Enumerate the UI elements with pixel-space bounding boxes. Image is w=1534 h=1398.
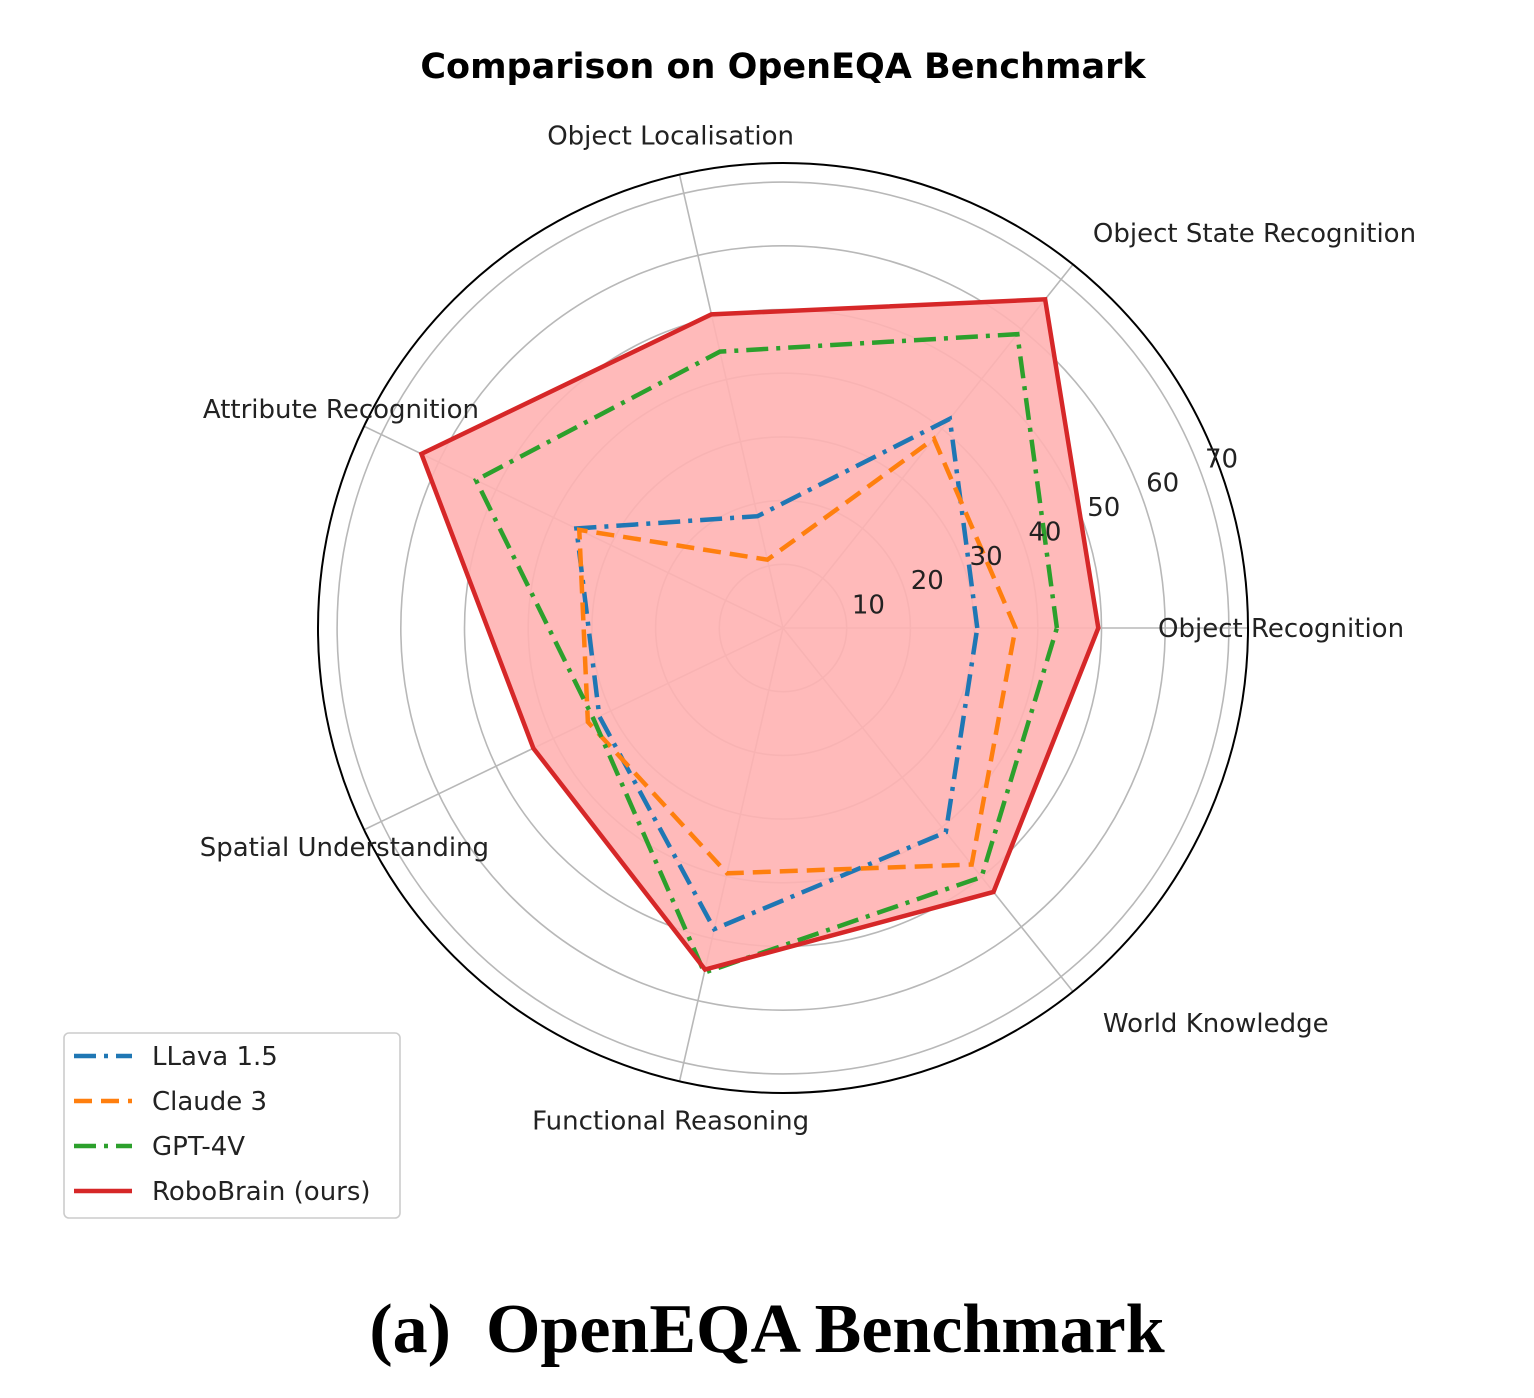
legend-label: Claude 3: [152, 1087, 267, 1117]
figure-caption: (a) OpenEQA Benchmark: [369, 1291, 1165, 1368]
legend-label: GPT-4V: [152, 1132, 245, 1162]
series-line-robobrain-ours: [418, 296, 1101, 973]
series-fill: [421, 299, 1099, 970]
legend-label: LLava 1.5: [152, 1042, 278, 1072]
radial-tick-label: 30: [970, 542, 1003, 572]
series-line-claude-3: [576, 435, 1018, 876]
category-label: Object State Recognition: [1093, 219, 1416, 249]
category-label: Spatial Understanding: [200, 833, 489, 863]
radar-chart: Comparison on OpenEQA Benchmark 10 20 30 40…: [63, 47, 1416, 1219]
category-label: Functional Reasoning: [532, 1106, 809, 1136]
category-labels: Object Recognition Object State Recogniti…: [200, 122, 1416, 1137]
radial-tick-labels: 10 20 30 40 50 60 70: [852, 444, 1238, 620]
outer-circle: [317, 162, 1249, 1094]
radial-tick-label: 20: [911, 566, 944, 596]
category-label: Object Recognition: [1158, 614, 1404, 644]
category-label: World Knowledge: [1103, 1009, 1329, 1039]
category-label: Attribute Recognition: [203, 395, 479, 425]
legend-label: RoboBrain (ours): [152, 1177, 371, 1207]
category-label: Object Localisation: [547, 122, 794, 152]
series-line-llava-1-5: [573, 415, 980, 933]
chart-title: Comparison on OpenEQA Benchmark: [420, 47, 1146, 87]
radar-series: [418, 296, 1101, 976]
radial-tick-label: 60: [1146, 469, 1179, 499]
radial-tick-label: 40: [1028, 517, 1061, 547]
legend-frame: [63, 1032, 401, 1219]
legend: LLava 1.5 Claude 3 GPT-4V RoboBrain (ours): [63, 1032, 401, 1219]
radial-tick-label: 10: [852, 591, 885, 621]
radial-tick-label: 70: [1205, 444, 1238, 474]
radial-tick-label: 50: [1087, 493, 1120, 523]
series-line-gpt-4v: [472, 331, 1060, 976]
